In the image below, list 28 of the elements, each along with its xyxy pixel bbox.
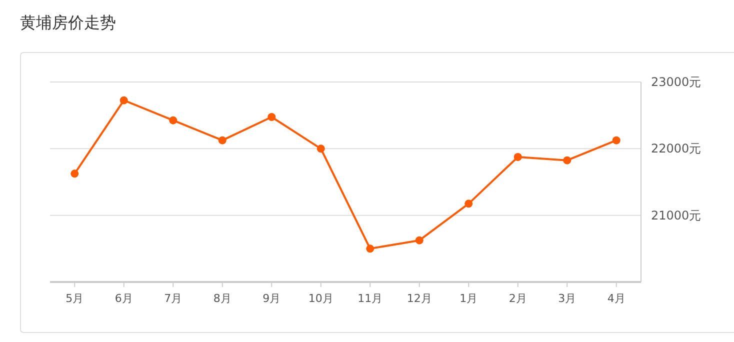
x-tick-label: 11月 [358, 292, 383, 305]
point [366, 244, 374, 253]
x-tick-label: 7月 [164, 292, 182, 305]
point [70, 170, 79, 178]
x-tick-label: 6月 [114, 292, 133, 305]
point [415, 236, 424, 244]
point [218, 136, 226, 144]
chart-title: 黄埔房价走势 [20, 13, 116, 32]
x-tick-label: 3月 [558, 292, 576, 305]
x-tick-label: 8月 [213, 292, 232, 305]
y-tick-label: 22000元 [651, 142, 702, 156]
point [120, 96, 128, 104]
x-tick-label: 10月 [308, 292, 334, 305]
x-tick-label: 1月 [460, 292, 478, 305]
x-tick-label: 4月 [607, 292, 626, 305]
point [612, 136, 620, 144]
point [169, 116, 178, 124]
point [316, 144, 325, 153]
point [464, 200, 473, 208]
y-tick-label: 21000元 [651, 208, 702, 222]
x-tick-label: 2月 [508, 292, 527, 305]
y-tick-label: 23000元 [651, 75, 702, 89]
x-tick-label: 9月 [262, 292, 281, 305]
x-tick-label: 5月 [66, 292, 84, 305]
point [563, 156, 572, 164]
point [268, 113, 276, 121]
point [514, 153, 522, 161]
x-tick-label: 12月 [406, 292, 432, 305]
